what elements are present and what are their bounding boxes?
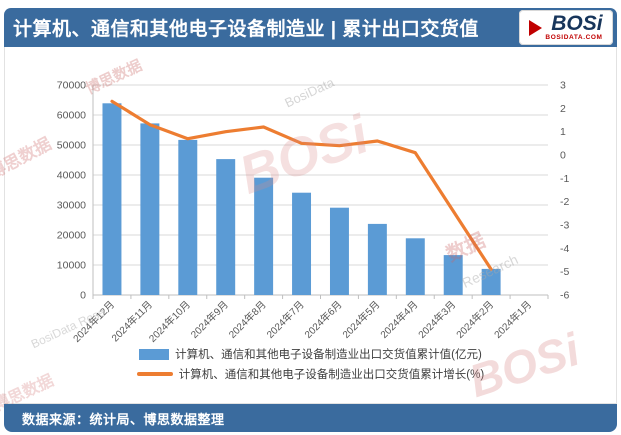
left-axis-tick-label: 60000: [57, 110, 86, 122]
bar-2024年4月: [405, 238, 425, 295]
left-axis-tick-label: 40000: [57, 170, 86, 182]
chart-legend: 计算机、通信和其他电子设备制造业出口交货值累计值(亿元) 计算机、通信和其他电子…: [5, 346, 616, 382]
bar-2024年12月: [102, 103, 122, 295]
line-series-swatch: [136, 372, 173, 376]
left-axis-tick-label: 10000: [57, 260, 86, 272]
footer-banner: 数据来源：统计局、博思数据整理: [4, 404, 617, 432]
bar-2024年11月: [140, 123, 160, 296]
bar-series-label: 计算机、通信和其他电子设备制造业出口交货值累计值(亿元): [175, 349, 482, 361]
bar-2024年3月: [443, 255, 463, 295]
header-banner: 计算机、通信和其他电子设备制造业 | 累计出口交货值 BOSi BOSIDATA…: [4, 8, 617, 47]
right-axis-tick-label: 2: [560, 103, 566, 115]
left-axis-tick-label: 30000: [57, 200, 86, 212]
left-axis-tick-label: 0: [80, 290, 86, 302]
bar-2024年7月: [292, 192, 312, 295]
x-axis-label-2024年1月: 2024年1月: [491, 298, 534, 341]
legend-item-bar-series: 计算机、通信和其他电子设备制造业出口交货值累计值(亿元): [139, 346, 482, 362]
logo-triangle-icon: [529, 19, 543, 36]
x-axis-label-2024年7月: 2024年7月: [264, 298, 307, 341]
x-axis-label-2024年10月: 2024年10月: [146, 298, 193, 345]
bar-2024年10月: [178, 139, 198, 295]
right-axis-tick-label: -5: [560, 266, 569, 278]
x-axis-label-2024年2月: 2024年2月: [453, 298, 496, 341]
left-axis-tick-label: 20000: [57, 230, 86, 242]
data-source-note: 数据来源：统计局、博思数据整理: [22, 411, 225, 427]
growth-line: [110, 99, 493, 271]
x-axis-label-2024年8月: 2024年8月: [226, 298, 269, 341]
right-axis-tick-label: -6: [560, 290, 569, 302]
left-axis-tick-label: 50000: [57, 140, 86, 152]
x-axis-label-2024年4月: 2024年4月: [377, 298, 420, 341]
bar-2024年8月: [254, 177, 274, 295]
right-axis-tick-label: -1: [560, 173, 569, 185]
x-axis-label-2024年9月: 2024年9月: [188, 298, 231, 341]
right-axis-tick-label: 0: [560, 150, 566, 162]
right-axis-tick-label: -2: [560, 196, 569, 208]
bar-2024年6月: [329, 207, 349, 295]
bar-2024年5月: [367, 223, 387, 295]
bosi-logo: BOSi BOSIDATA.COM: [519, 10, 613, 45]
combo-chart: 0 10000 20000 30000 40000 50000 60000 70000 -6 -5…: [57, 80, 570, 345]
line-series-label: 计算机、通信和其他电子设备制造业出口交货值累计增长(%): [178, 369, 485, 381]
right-axis-tick-label: 1: [560, 126, 566, 138]
logo-wordmark: BOSi: [551, 12, 603, 36]
bar-series-swatch: [139, 348, 170, 360]
right-axis-tick-label: 3: [560, 80, 566, 92]
x-axis-label-2024年3月: 2024年3月: [415, 298, 458, 341]
logo-site-url: BOSIDATA.COM: [545, 34, 603, 42]
right-axis-tick-label: -3: [560, 220, 569, 232]
bar-2024年9月: [216, 159, 236, 295]
chart-card: 0 10000 20000 30000 40000 50000 60000 70000 -6 -5…: [4, 47, 617, 404]
bar-2024年2月: [481, 268, 501, 295]
x-axis-label-2024年6月: 2024年6月: [302, 298, 345, 341]
legend-item-line-series: 计算机、通信和其他电子设备制造业出口交货值累计增长(%): [136, 366, 485, 382]
x-axis-label-2024年5月: 2024年5月: [339, 298, 382, 341]
left-axis-tick-label: 70000: [57, 80, 86, 92]
page-title: 计算机、通信和其他电子设备制造业 | 累计出口交货值: [13, 19, 479, 40]
right-axis-tick-label: -4: [560, 243, 569, 255]
